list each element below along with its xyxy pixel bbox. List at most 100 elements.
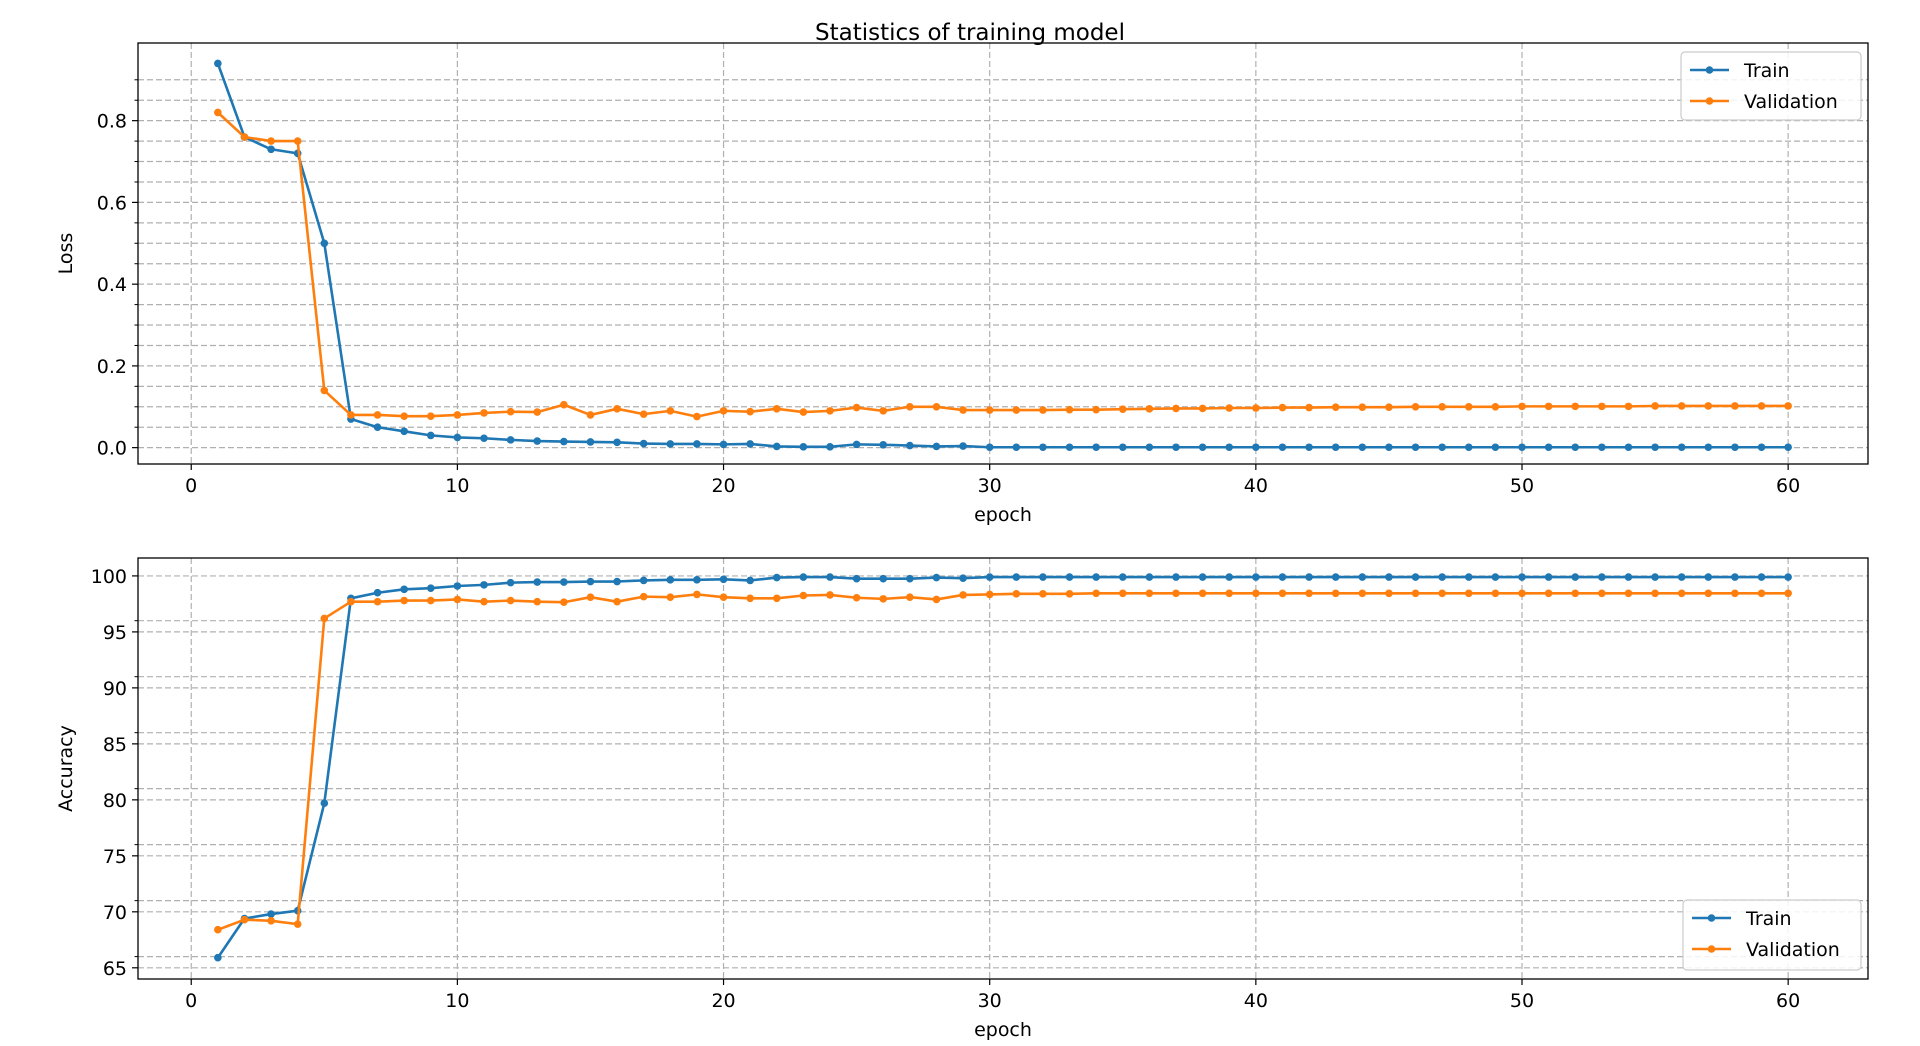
train-data-point bbox=[426, 431, 435, 440]
validation-data-point bbox=[1677, 402, 1686, 410]
train-data-point bbox=[985, 573, 994, 581]
axes-frame bbox=[137, 42, 1869, 465]
y-axis-label: Accuracy bbox=[55, 725, 77, 812]
validation-data-point bbox=[799, 591, 808, 600]
train-data-point bbox=[506, 578, 515, 587]
validation-data-point bbox=[1118, 589, 1127, 598]
y-tick-label: 85 bbox=[103, 734, 127, 756]
validation-data-point bbox=[852, 593, 861, 602]
train-data-point bbox=[1172, 443, 1180, 452]
train-data-point bbox=[1757, 573, 1766, 581]
y-tick-label: 0.2 bbox=[97, 356, 127, 378]
train-data-point bbox=[772, 573, 781, 582]
validation-data-point bbox=[1358, 403, 1367, 411]
validation-data-point bbox=[799, 408, 808, 416]
train-data-point bbox=[1039, 443, 1047, 452]
train-data-point bbox=[639, 439, 648, 448]
validation-data-point bbox=[373, 597, 382, 606]
validation-data-point bbox=[1305, 403, 1313, 412]
validation-data-point bbox=[1757, 402, 1766, 410]
validation-data-point bbox=[267, 137, 275, 145]
train-legend-marker bbox=[1705, 66, 1714, 74]
validation-data-point bbox=[959, 406, 967, 414]
validation-data-point bbox=[639, 410, 648, 418]
train-legend-label: Train bbox=[1743, 60, 1790, 82]
train-data-point bbox=[1624, 573, 1633, 581]
validation-data-point bbox=[1438, 402, 1446, 411]
validation-data-point bbox=[1092, 589, 1100, 598]
validation-data-point bbox=[1491, 402, 1500, 411]
validation-data-point bbox=[879, 407, 888, 415]
train-data-point bbox=[1518, 573, 1526, 581]
validation-data-point bbox=[400, 596, 408, 605]
validation-data-point bbox=[1225, 589, 1234, 598]
train-data-point bbox=[1092, 443, 1100, 452]
validation-data-point bbox=[480, 597, 488, 606]
validation-data-point bbox=[1172, 589, 1180, 598]
validation-data-point bbox=[586, 411, 595, 419]
train-data-point bbox=[1145, 573, 1154, 581]
validation-data-point bbox=[293, 137, 302, 145]
validation-data-point bbox=[453, 595, 462, 604]
x-tick-label: 30 bbox=[978, 475, 1002, 497]
train-data-point bbox=[426, 584, 435, 593]
validation-data-point bbox=[879, 595, 888, 603]
legend: Train Validation bbox=[1680, 51, 1862, 121]
train-data-point bbox=[1278, 573, 1287, 581]
train-data-point bbox=[1651, 573, 1659, 581]
train-data-point bbox=[1731, 573, 1739, 581]
validation-data-point bbox=[320, 614, 329, 623]
train-data-point bbox=[1411, 443, 1420, 452]
validation-data-point bbox=[1252, 589, 1260, 598]
validation-data-point bbox=[613, 597, 621, 606]
x-tick-label: 10 bbox=[445, 990, 469, 1012]
validation-data-point bbox=[1571, 402, 1580, 411]
x-tick-label: 0 bbox=[185, 990, 197, 1012]
x-axis-label: epoch bbox=[974, 1019, 1032, 1041]
train-data-point bbox=[533, 437, 542, 445]
train-data-point bbox=[1598, 443, 1606, 452]
train-data-point bbox=[586, 577, 595, 586]
y-tick-label: 0.8 bbox=[97, 111, 127, 133]
train-data-point bbox=[506, 436, 515, 444]
train-data-point bbox=[1624, 443, 1633, 452]
validation-data-point bbox=[1331, 403, 1340, 411]
y-tick-label: 95 bbox=[103, 622, 127, 644]
train-data-point bbox=[746, 576, 754, 585]
train-data-point bbox=[826, 573, 834, 581]
validation-data-point bbox=[240, 133, 249, 141]
validation-data-point bbox=[1598, 402, 1606, 411]
validation-series-line bbox=[216, 111, 1789, 418]
validation-data-point bbox=[426, 596, 435, 605]
train-data-point bbox=[1358, 573, 1367, 581]
validation-data-point bbox=[1624, 589, 1633, 598]
validation-legend-label: Validation bbox=[1746, 939, 1840, 961]
validation-data-point bbox=[1172, 404, 1180, 413]
y-tick-label: 100 bbox=[91, 566, 127, 588]
train-data-point bbox=[1385, 573, 1393, 581]
validation-data-point bbox=[1544, 589, 1553, 598]
train-data-point bbox=[826, 443, 834, 451]
train-data-point bbox=[560, 578, 568, 586]
validation-data-point bbox=[639, 592, 648, 601]
train-data-point bbox=[1464, 573, 1473, 581]
train-data-point bbox=[1411, 573, 1420, 581]
train-data-point bbox=[1784, 573, 1792, 581]
train-data-point bbox=[1065, 573, 1074, 581]
validation-data-point bbox=[613, 405, 621, 413]
validation-data-point bbox=[1438, 589, 1446, 598]
x-tick-label: 60 bbox=[1776, 475, 1800, 497]
train-data-point bbox=[1145, 443, 1154, 452]
train-data-point bbox=[1039, 573, 1047, 581]
y-tick-label: 65 bbox=[103, 958, 127, 980]
legend: Train Validation bbox=[1682, 899, 1862, 971]
validation-data-point bbox=[533, 597, 542, 606]
validation-data-point bbox=[1039, 590, 1047, 598]
train-data-point bbox=[693, 576, 701, 584]
figure-title: Statistics of training model bbox=[815, 20, 1125, 46]
validation-data-point bbox=[1065, 590, 1074, 598]
train-data-point bbox=[1331, 573, 1340, 581]
validation-data-point bbox=[1464, 589, 1473, 598]
train-data-point bbox=[1464, 443, 1473, 452]
y-tick-label: 80 bbox=[103, 790, 127, 812]
